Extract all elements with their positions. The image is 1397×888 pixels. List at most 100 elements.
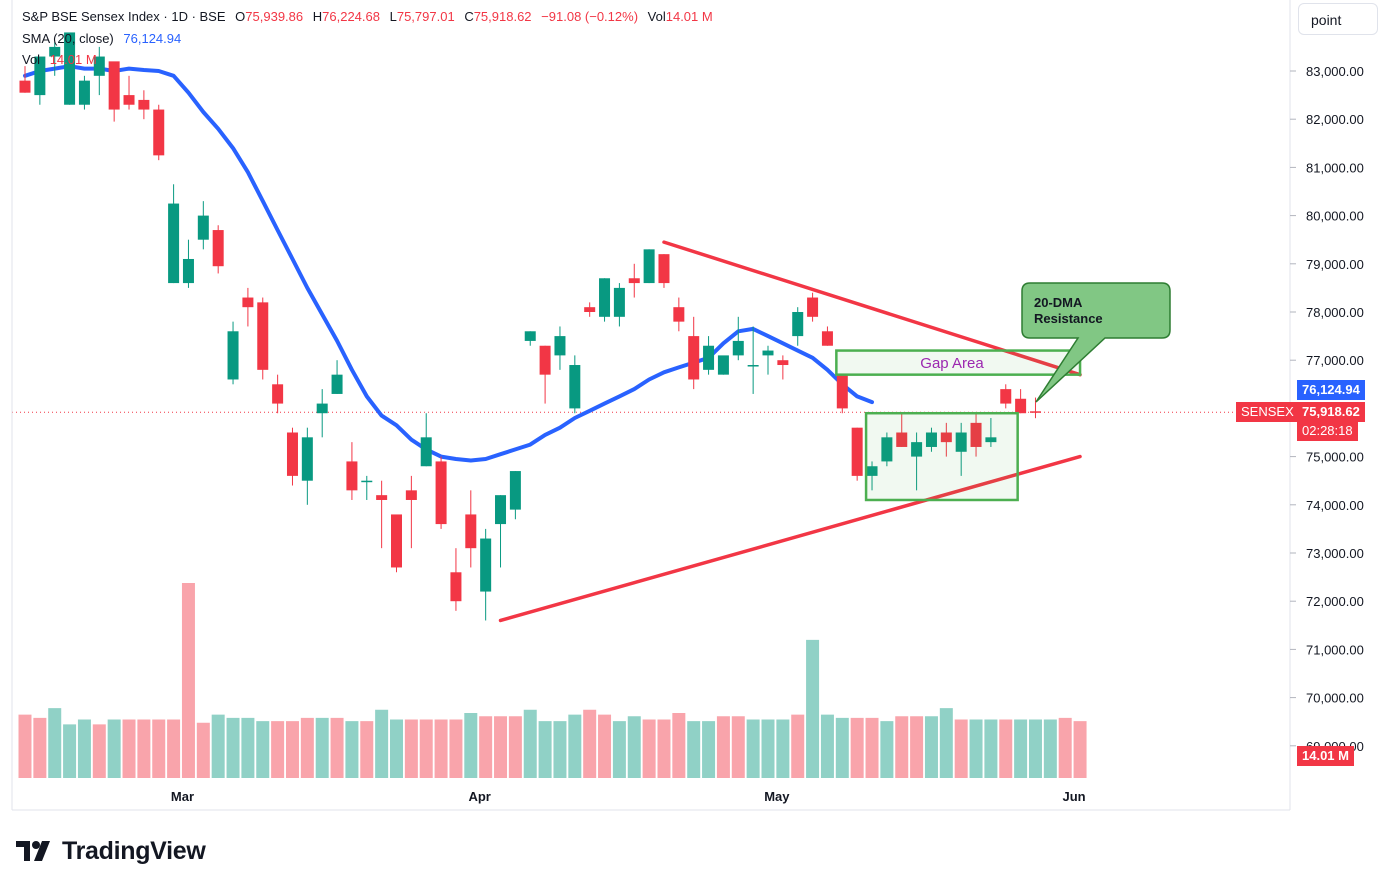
sma-legend[interactable]: SMA (20, close) 76,124.94 [22, 31, 181, 46]
candle-body [391, 514, 402, 568]
box-consolidation [864, 411, 1019, 502]
candle-body [851, 427, 863, 476]
volume-bar [716, 716, 730, 778]
volume-bar [612, 721, 626, 778]
volume-bar [791, 714, 805, 778]
price-tick-label: 82,000.00 [1306, 112, 1364, 127]
volume-bar [122, 719, 136, 778]
sma-label: SMA (20, close) [22, 31, 114, 46]
x-tick-label: Jun [1062, 789, 1085, 804]
vol2-label: Vol [22, 52, 41, 67]
volume-bar [33, 717, 47, 778]
price-tick-label: 71,000.00 [1306, 642, 1364, 657]
volume-bar [137, 719, 151, 778]
candle-body [242, 297, 254, 308]
tradingview-logo[interactable]: TradingView [16, 836, 206, 866]
volume-legend[interactable]: Vol 14.01 M [22, 52, 97, 67]
high-label: H [312, 9, 323, 24]
volume-price-label: 14.01 M [1297, 746, 1354, 766]
volume-bar [820, 714, 834, 778]
high-value: 76,224.68 [322, 9, 380, 24]
trendline-lower [498, 454, 1082, 623]
volume-bar [1073, 721, 1087, 778]
candle-body [19, 80, 31, 93]
candle-body [197, 215, 209, 240]
volume-bar [880, 721, 894, 778]
volume-bar [538, 721, 552, 778]
volume-bar [1058, 717, 1072, 778]
symbol-tag: SENSEX [1236, 402, 1299, 422]
tradingview-logo-icon [16, 841, 50, 861]
candle-body [747, 365, 759, 367]
candle-body [316, 403, 328, 414]
volume-bar [1043, 719, 1057, 778]
candle-body [376, 495, 388, 500]
candle-body [836, 374, 848, 409]
candle-body [613, 287, 625, 317]
candle-body [762, 350, 774, 356]
low-label: L [389, 9, 397, 24]
symbol-title[interactable]: S&P BSE Sensex Index · 1D · BSE [22, 9, 226, 24]
volume-bar [211, 714, 225, 778]
candle-body [301, 437, 313, 481]
volume-bar [702, 721, 716, 778]
volume-bar [285, 721, 299, 778]
candle-body [807, 297, 819, 317]
volume-bar [806, 639, 820, 778]
box-gap-area [835, 349, 1082, 376]
volume-bar [196, 722, 210, 778]
price-tick-label: 81,000.00 [1306, 160, 1364, 175]
tradingview-wordmark: TradingView [62, 836, 206, 865]
candle-body [955, 432, 967, 452]
candle-body [331, 374, 343, 394]
candle-body [628, 278, 640, 284]
candle-body [361, 480, 373, 483]
volume-bar [226, 717, 240, 778]
volume-bar [642, 719, 656, 778]
price-tick-label: 79,000.00 [1306, 257, 1364, 272]
price-tick-label: 70,000.00 [1306, 691, 1364, 706]
countdown-label: 02:28:18 [1297, 421, 1358, 441]
candle-body [599, 278, 611, 317]
candlesticks [19, 32, 1041, 621]
volume-bar [969, 719, 983, 778]
volume-bar [404, 719, 418, 778]
gap-area-label: Gap Area [920, 355, 984, 372]
volume-bar [583, 709, 597, 778]
candle-body [49, 46, 61, 57]
volume-bar [746, 719, 760, 778]
price-tick-label: 83,000.00 [1306, 64, 1364, 79]
volume-bar [63, 724, 77, 778]
volume-bar [77, 719, 91, 778]
candle-body [509, 471, 521, 510]
volume-bar [627, 716, 641, 778]
candle-body [1029, 411, 1041, 413]
volume-bar [330, 717, 344, 778]
price-tick-label: 72,000.00 [1306, 594, 1364, 609]
candle-body [346, 461, 358, 491]
volume-bar [494, 716, 508, 778]
candle-body [153, 109, 165, 156]
candle-body [703, 345, 715, 370]
volume-bar [924, 716, 938, 778]
price-tick-label: 73,000.00 [1306, 546, 1364, 561]
volume-bar [984, 719, 998, 778]
axes: 83,000.00 82,000.00 81,000.00 80,000.00 79,0… [11, 0, 1364, 811]
sma-line [23, 64, 874, 463]
candle-body [821, 331, 833, 346]
volume-bar [910, 716, 924, 778]
volume-bar [687, 721, 701, 778]
volume-bar [657, 719, 671, 778]
x-tick-label: May [764, 789, 790, 804]
candle-body [138, 99, 150, 110]
candle-body [658, 254, 670, 284]
volume-bar [761, 719, 775, 778]
candle-body [584, 307, 596, 312]
volume-bar [18, 714, 32, 778]
ohlc-legend: S&P BSE Sensex Index · 1D · BSE O75,939.… [22, 9, 713, 24]
candle-body [78, 80, 90, 105]
scale-mode-button[interactable]: point [1298, 3, 1378, 35]
candle-body [435, 461, 447, 525]
volume-bar [256, 721, 270, 778]
